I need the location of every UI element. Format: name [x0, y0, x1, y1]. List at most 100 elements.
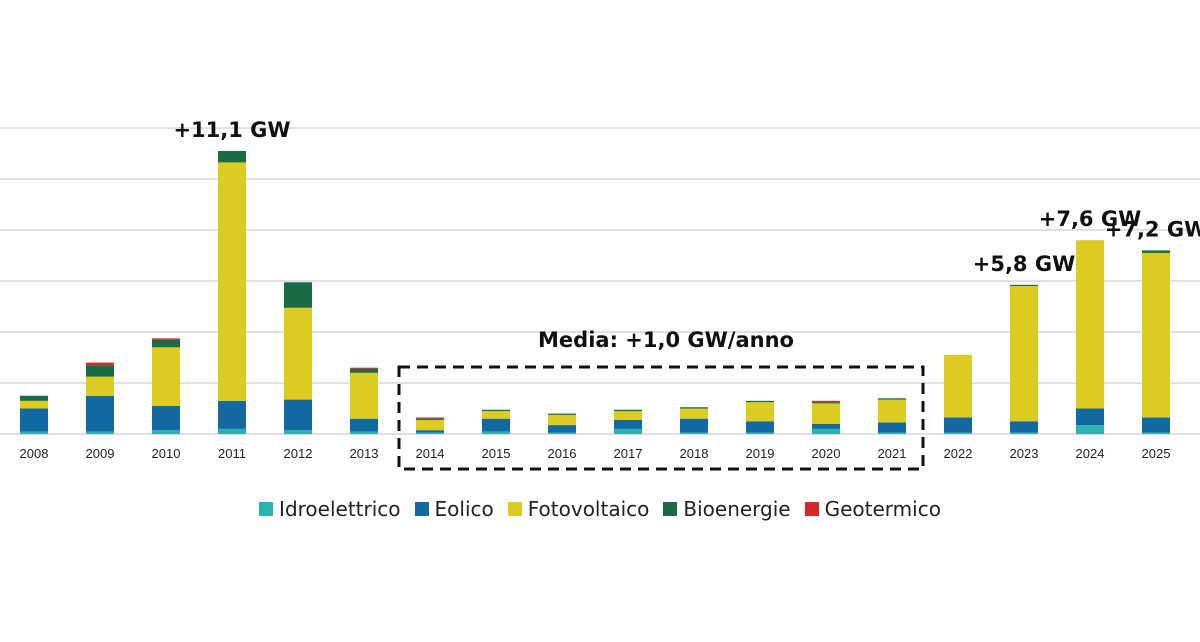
x-tick-label: 2018	[680, 446, 709, 461]
bar-eolico-2011	[218, 400, 246, 429]
average-box: Media: +1,0 GW/anno	[397, 328, 925, 471]
bar-idroelettrico-2011	[218, 428, 246, 434]
x-tick-label: 2013	[350, 446, 379, 461]
bar-idroelettrico-2013	[350, 431, 378, 434]
bar-eolico-2008	[20, 408, 48, 432]
bar-fotovoltaico-2016	[548, 414, 576, 426]
x-tick-label: 2024	[1076, 446, 1105, 461]
bar-fotovoltaico-2014	[416, 419, 444, 431]
bar-bioenergie-2013	[350, 368, 378, 373]
bar-idroelettrico-2009	[86, 431, 114, 434]
bar-eolico-2012	[284, 399, 312, 431]
bar-bioenergie-2020	[812, 402, 840, 404]
annotation-label: +11,1 GW	[173, 118, 290, 142]
average-label: Media: +1,0 GW/anno	[538, 328, 794, 352]
x-tick-label: 2009	[86, 446, 115, 461]
bar-fotovoltaico-2012	[284, 307, 312, 400]
bars	[20, 150, 1170, 434]
bar-geotermico-2014	[416, 417, 444, 419]
bar-idroelettrico-2025	[1142, 432, 1170, 434]
legend-item-eolico: Eolico	[414, 497, 494, 521]
x-tick-label: 2011	[218, 446, 246, 461]
bar-fotovoltaico-2020	[812, 403, 840, 424]
bar-fotovoltaico-2018	[680, 408, 708, 419]
bar-eolico-2017	[614, 419, 642, 429]
bar-bioenergie-2018	[680, 407, 708, 409]
bar-idroelettrico-2024	[1076, 425, 1104, 434]
bar-bioenergie-2015	[482, 409, 510, 412]
annotations: +11,1 GW +5,8 GW +7,6 GW+7,2 GW	[173, 118, 1200, 276]
x-tick-label: 2015	[482, 446, 511, 461]
bar-fotovoltaico-2025	[1142, 252, 1170, 418]
x-tick-label: 2017	[614, 446, 643, 461]
bar-geotermico-2009	[86, 362, 114, 366]
legend-label: Idroelettrico	[279, 497, 401, 521]
bar-bioenergie-2016	[548, 413, 576, 415]
legend-label: Bioenergie	[683, 497, 791, 521]
bar-idroelettrico-2012	[284, 430, 312, 434]
legend-label: Geotermico	[824, 497, 941, 521]
bar-bioenergie-2023	[1010, 284, 1038, 287]
bar-geotermico-2020	[812, 400, 840, 403]
x-tick-label: 2008	[20, 446, 49, 461]
bar-idroelettrico-2023	[1010, 432, 1038, 434]
bar-eolico-2021	[878, 422, 906, 433]
x-tick-label: 2025	[1142, 446, 1171, 461]
bar-fotovoltaico-2009	[86, 376, 114, 396]
bar-fotovoltaico-2015	[482, 411, 510, 419]
bar-eolico-2013	[350, 418, 378, 432]
bar-fotovoltaico-2022	[944, 354, 972, 418]
x-tick-label: 2012	[284, 446, 313, 461]
x-tick-label: 2019	[746, 446, 775, 461]
annotation-label: +7,6 GW	[1039, 207, 1142, 231]
bar-bioenergie-2014	[416, 418, 444, 420]
bar-idroelettrico-2020	[812, 428, 840, 434]
bar-bioenergie-2010	[152, 339, 180, 348]
bar-eolico-2010	[152, 405, 180, 431]
bar-fotovoltaico-2011	[218, 162, 246, 401]
x-tick-label: 2022	[944, 446, 973, 461]
x-tick-label: 2010	[152, 446, 181, 461]
annotation-label: +5,8 GW	[973, 252, 1076, 276]
bar-eolico-2022	[944, 417, 972, 433]
legend-label: Fotovoltaico	[527, 497, 650, 521]
bar-fotovoltaico-2017	[614, 411, 642, 420]
bar-eolico-2018	[680, 418, 708, 433]
bar-fotovoltaico-2008	[20, 400, 48, 409]
bar-fotovoltaico-2013	[350, 372, 378, 419]
bar-bioenergie-2025	[1142, 250, 1170, 253]
bar-eolico-2020	[812, 423, 840, 429]
legend-swatch	[663, 502, 678, 516]
bar-idroelettrico-2010	[152, 430, 180, 434]
bar-fotovoltaico-2021	[878, 399, 906, 423]
bar-fotovoltaico-2024	[1076, 240, 1104, 409]
legend-item-geotermico: Geotermico	[804, 497, 941, 521]
legend-label: Eolico	[434, 497, 494, 521]
bar-idroelettrico-2014	[416, 432, 444, 434]
bar-idroelettrico-2017	[614, 428, 642, 434]
legend-item-idroelettrico: Idroelettrico	[259, 497, 401, 521]
bar-idroelettrico-2016	[548, 432, 576, 434]
bar-bioenergie-2012	[284, 282, 312, 308]
bar-eolico-2023	[1010, 421, 1038, 433]
bar-eolico-2024	[1076, 408, 1104, 426]
bar-fotovoltaico-2023	[1010, 286, 1038, 422]
bar-bioenergie-2017	[614, 409, 642, 412]
bar-fotovoltaico-2010	[152, 347, 180, 406]
bar-idroelettrico-2022	[944, 432, 972, 434]
bar-idroelettrico-2015	[482, 431, 510, 434]
legend-item-fotovoltaico: Fotovoltaico	[507, 497, 650, 521]
gridlines	[0, 127, 1200, 435]
bar-bioenergie-2021	[878, 398, 906, 400]
bar-eolico-2009	[86, 395, 114, 432]
x-tick-label: 2016	[548, 446, 577, 461]
legend-swatch	[507, 502, 522, 516]
legend-swatch	[259, 502, 274, 516]
x-tick-label: 2021	[878, 446, 907, 461]
bar-geotermico-2013	[350, 367, 378, 369]
bar-eolico-2025	[1142, 417, 1170, 433]
x-tick-label: 2014	[416, 446, 445, 461]
bar-bioenergie-2008	[20, 395, 48, 401]
annotation-label: +7,2 GW	[1105, 217, 1200, 241]
